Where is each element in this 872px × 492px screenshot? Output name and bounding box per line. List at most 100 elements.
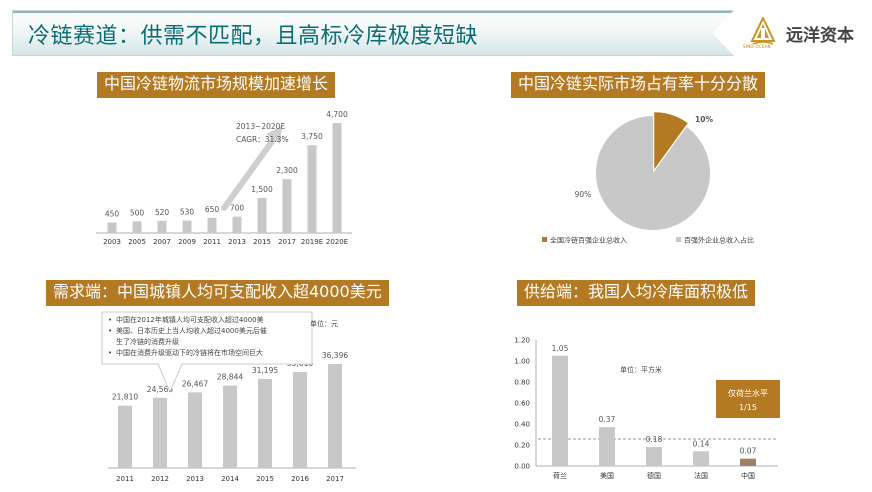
bar [282,179,292,233]
pie-slice [596,116,710,230]
bar [258,378,272,468]
slide-title: 冷链赛道：供需不匹配，且高标冷库极度短缺 [28,24,479,49]
bar [740,458,756,466]
cagr-period: 2013~2020E [236,122,285,131]
legend-swatch [676,237,681,242]
y-tick-label: 0.20 [514,442,530,450]
bar [232,216,242,233]
x-tick-label: 2016 [291,475,309,483]
panel-heading-market-share: 中国冷链实际市场占有率十分分散 [511,72,766,98]
x-tick-label: 2012 [151,475,169,483]
title-banner [12,10,734,56]
bar [107,222,117,233]
bar-value-label: 36,396 [322,351,348,360]
legend-swatch [542,237,547,242]
growth-arrow-head [266,126,282,144]
bar-value-label: 500 [130,208,145,217]
bar [153,397,167,468]
bar [332,123,342,233]
bar-value-label: 700 [230,204,245,213]
x-tick-label: 2009 [178,238,196,246]
chart-market-size: 450 500 520 530 650 700 1,500 2,300 3,750 4,700 2… [96,110,352,246]
legend-label: 百强外企业总收入占比 [684,236,754,245]
bar-value-label: 1,500 [251,185,273,194]
income-callout-box [101,311,313,394]
chart-market-share: 10% 90% 全国冷链百强企业总收入 百强外企业总收入占比 [542,112,754,245]
bullet-icon: • [108,349,112,357]
bar-value-label: 3,750 [301,132,323,141]
x-tick-label: 2017 [326,475,344,483]
y-tick-label: 0.40 [514,421,530,429]
x-tick-label: 2019E [301,238,323,246]
bar-value-label: 650 [205,205,220,214]
bar [157,220,167,233]
bar [223,385,237,468]
storage-unit: 单位：平方米 [620,365,662,374]
bullet-icon: • [108,327,112,335]
x-tick-label: 2014 [221,475,239,483]
chart-cold-storage: 0.00 0.20 0.40 0.60 0.80 1.00 1.20 1.05 0.37 0.1… [514,337,780,480]
bar-value-label: 450 [105,209,120,218]
bar [552,355,568,466]
bar-value-label: 1.05 [552,344,569,353]
slice-value-label: 90% [575,190,592,199]
bar [307,145,317,233]
bar [118,405,132,468]
bar [207,217,217,233]
panel-heading-demand: 需求端：中国城镇人均可支配收入超4000美元 [46,280,389,306]
x-tick-label: 2007 [153,238,171,246]
panel-heading-market-size: 中国冷链物流市场规模加速增长 [97,72,336,98]
sino-ocean-logo-icon [750,17,776,45]
callout-bullet-text: 美国、日本历史上当人均收入超过4000美元后催 [116,326,267,335]
x-tick-label: 美国 [600,471,614,480]
bullet-icon: • [108,316,112,324]
bar-value-label: 0.18 [646,435,663,444]
bar-value-label: 28,844 [217,373,243,382]
y-tick-label: 0.80 [514,379,530,387]
bar-value-label: 26,467 [182,379,208,388]
bar [646,447,662,466]
chart-income: 21,81024,56526,46728,84431,19533,61636,3… [101,311,356,483]
brand-name: 远洋资本 [786,26,854,46]
panel-heading-supply: 供给端：我国人均冷库面积极低 [517,280,756,306]
x-tick-label: 荷兰 [553,471,567,480]
bar-value-label: 4,700 [326,110,348,119]
bar [188,392,202,468]
income-unit: 单位：元 [310,319,338,328]
bar [182,220,192,233]
x-tick-label: 2013 [186,475,204,483]
x-tick-label: 2015 [256,475,274,483]
bar-value-label: 31,195 [252,366,278,375]
logo-subtext: SINO-OCEAN [743,44,771,49]
bar-value-label: 24,565 [147,385,173,394]
callout-text-line2: 1/15 [739,403,757,412]
legend-label: 全国冷链百强企业总收入 [550,236,627,245]
bar-value-label: 2,300 [276,166,298,175]
x-tick-label: 2020E [326,238,348,246]
bar [132,221,142,233]
x-tick-label: 2017 [278,238,296,246]
x-tick-label: 2015 [253,238,271,246]
x-tick-label: 2003 [103,238,121,246]
callout-bullet-text: 中国在消费升级驱动下的冷链将在市场空间巨大 [116,348,263,357]
bar-value-label: 0.37 [599,415,616,424]
x-tick-label: 2011 [203,238,221,246]
callout-bullet-text: 中国在2012年城镇人均可支配收入超过4000美 [116,315,264,324]
y-tick-label: 0.60 [514,400,530,408]
bar [257,197,267,233]
slice-value-label: 10% [695,115,713,124]
bar [293,371,307,468]
bar [693,451,709,466]
x-tick-label: 2013 [228,238,246,246]
x-tick-label: 法国 [694,471,708,480]
netherlands-callout-box [716,380,780,418]
x-tick-label: 2005 [128,238,146,246]
y-tick-label: 0.00 [514,463,530,471]
growth-arrow-shaft [221,133,279,211]
x-tick-label: 德国 [647,471,661,480]
bar-value-label: 520 [155,208,170,217]
bar-value-label: 530 [180,208,195,217]
y-tick-label: 1.20 [514,337,530,345]
y-tick-label: 1.00 [514,358,530,366]
bar [599,427,615,466]
